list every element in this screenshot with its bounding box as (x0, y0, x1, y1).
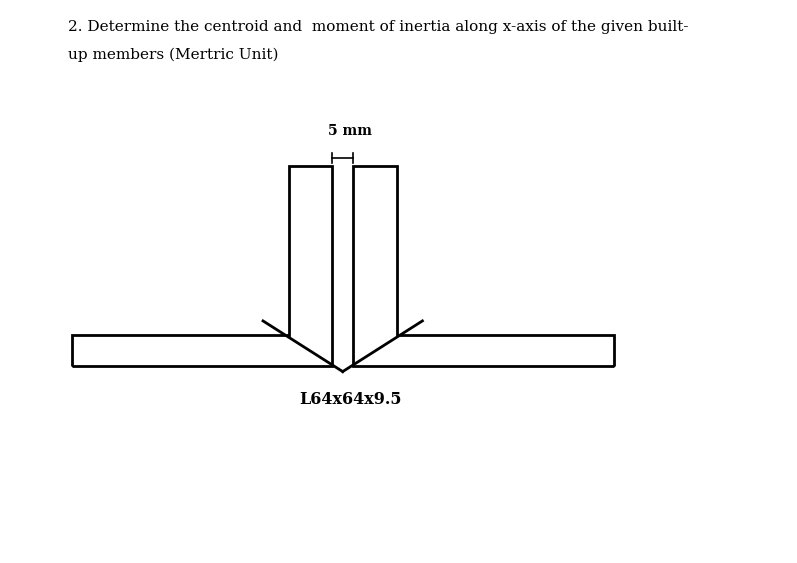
Text: 5 mm: 5 mm (328, 124, 372, 138)
Text: L64x64x9.5: L64x64x9.5 (300, 391, 402, 408)
Text: up members (Mertric Unit): up members (Mertric Unit) (68, 48, 278, 62)
Text: 2. Determine the centroid and  moment of inertia along x-axis of the given built: 2. Determine the centroid and moment of … (68, 20, 689, 34)
